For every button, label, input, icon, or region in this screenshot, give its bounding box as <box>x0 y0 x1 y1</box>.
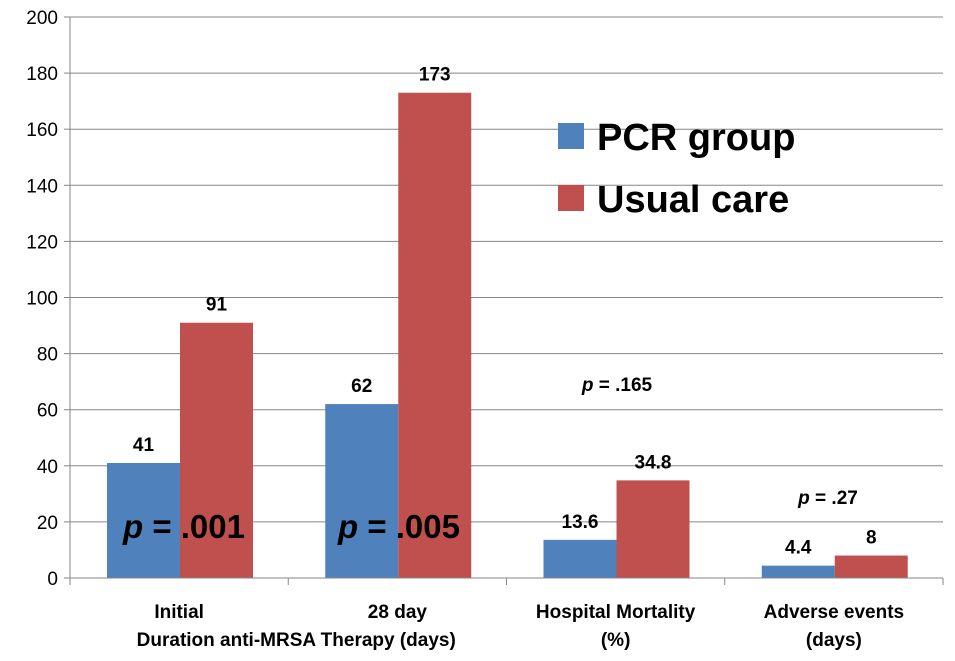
data-label: 4.4 <box>785 538 812 559</box>
bar-pcr-group <box>543 539 617 578</box>
data-label: 91 <box>206 295 228 316</box>
bar-usual-care <box>180 322 253 578</box>
legend-swatch <box>558 185 584 211</box>
y-tick-label: 40 <box>37 457 58 478</box>
p-value: = .001 <box>143 508 245 545</box>
data-label: 173 <box>419 65 451 86</box>
y-tick-label: 80 <box>37 345 58 366</box>
bar-pcr-group <box>761 565 835 578</box>
y-axis: 0 20 40 60 80 100 120 140 160 180 200 <box>26 8 71 590</box>
x-category-sublabel: Duration anti-MRSA Therapy (days) <box>137 630 456 651</box>
data-label: 62 <box>351 376 372 397</box>
legend: PCR group Usual care <box>558 117 795 221</box>
y-tick-label: 160 <box>26 120 58 141</box>
y-tick-label: 0 <box>47 569 58 590</box>
y-tick-label: 120 <box>26 232 58 253</box>
p-symbol: p <box>122 508 143 545</box>
x-category-label: 28 day <box>368 602 428 623</box>
y-tick-label: 60 <box>37 401 58 422</box>
x-axis: Initial 28 day Hospital Mortality Adverse e… <box>69 577 944 651</box>
p-value: = .165 <box>593 375 652 396</box>
y-tick-label: 140 <box>26 176 58 197</box>
bar-usual-care <box>616 480 690 578</box>
legend-swatch <box>558 123 584 149</box>
bar-pcr-group <box>107 462 180 578</box>
y-tick-label: 20 <box>37 513 58 534</box>
p-value-annotation: p = .001 <box>122 508 245 545</box>
p-symbol: p <box>581 375 594 396</box>
p-value-annotation: p = .005 <box>337 508 460 545</box>
p-value-annotation: p = .165 <box>581 375 653 396</box>
p-symbol: p <box>337 508 358 545</box>
bar-pcr-group <box>325 404 399 578</box>
data-labels: 41 62 13.6 4.4 91 173 34.8 8 <box>133 65 877 559</box>
x-category-sublabel: (%) <box>601 630 631 651</box>
x-category-label: Hospital Mortality <box>536 602 696 623</box>
y-tick-label: 180 <box>26 64 58 85</box>
x-category-label: Adverse events <box>764 602 904 623</box>
data-label: 8 <box>866 528 877 549</box>
data-label: 13.6 <box>562 512 599 533</box>
x-category-sublabel: (days) <box>806 630 862 651</box>
x-category-label: Initial <box>154 602 204 623</box>
p-value-annotation: p = .27 <box>797 488 858 509</box>
legend-label: Usual care <box>597 179 789 221</box>
legend-label: PCR group <box>597 117 795 159</box>
data-label: 34.8 <box>635 452 672 473</box>
y-tick-label: 100 <box>26 289 58 310</box>
p-value: = .27 <box>810 488 858 509</box>
y-tick-label: 200 <box>26 8 58 29</box>
p-symbol: p <box>797 488 810 509</box>
bar-usual-care <box>398 92 472 579</box>
bars <box>107 92 908 579</box>
p-value: = .005 <box>358 508 460 545</box>
bar-usual-care <box>834 555 908 578</box>
data-label: 41 <box>133 435 155 456</box>
